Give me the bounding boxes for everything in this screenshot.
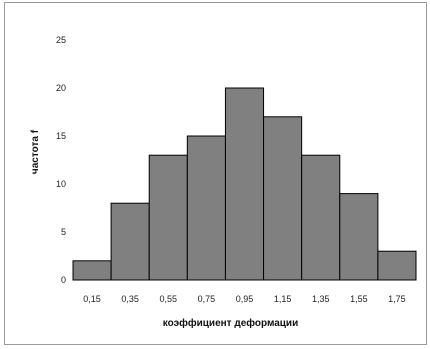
- histogram-bar: [377, 250, 417, 281]
- histogram-bar: [110, 202, 150, 281]
- y-tick-label: 20: [56, 83, 66, 93]
- x-tick-label: 1,55: [350, 294, 368, 304]
- x-tick-label: 1,15: [274, 294, 292, 304]
- x-tick-label: 0,55: [160, 294, 178, 304]
- y-tick-label: 5: [61, 227, 66, 237]
- x-tick-label: 0,35: [121, 294, 139, 304]
- x-tick-label: 0,15: [83, 294, 101, 304]
- x-axis-title: коэффициент деформации: [163, 317, 298, 329]
- y-tick-label: 15: [56, 131, 66, 141]
- y-axis-ticks: 0 5 10 15 20 25: [56, 35, 66, 285]
- x-tick-label: 0,95: [236, 294, 254, 304]
- y-tick-label: 0: [61, 275, 66, 285]
- histogram-bar: [148, 154, 188, 281]
- histogram-bar: [72, 260, 112, 281]
- histogram-bar: [339, 193, 379, 281]
- histogram-bar: [263, 116, 303, 281]
- y-tick-label: 10: [56, 179, 66, 189]
- x-axis-ticks: 0,15 0,35 0,55 0,75 0,95 1,15 1,35 1,55 1,75: [83, 294, 405, 304]
- histogram-bar: [186, 135, 226, 281]
- x-tick-label: 0,75: [198, 294, 216, 304]
- bars: [72, 87, 417, 281]
- y-axis-title: частота f: [30, 129, 41, 174]
- x-tick-label: 1,75: [388, 294, 406, 304]
- x-tick-label: 1,35: [312, 294, 330, 304]
- histogram-bar: [301, 154, 341, 281]
- histogram-bar: [224, 87, 265, 281]
- y-tick-label: 25: [56, 35, 66, 45]
